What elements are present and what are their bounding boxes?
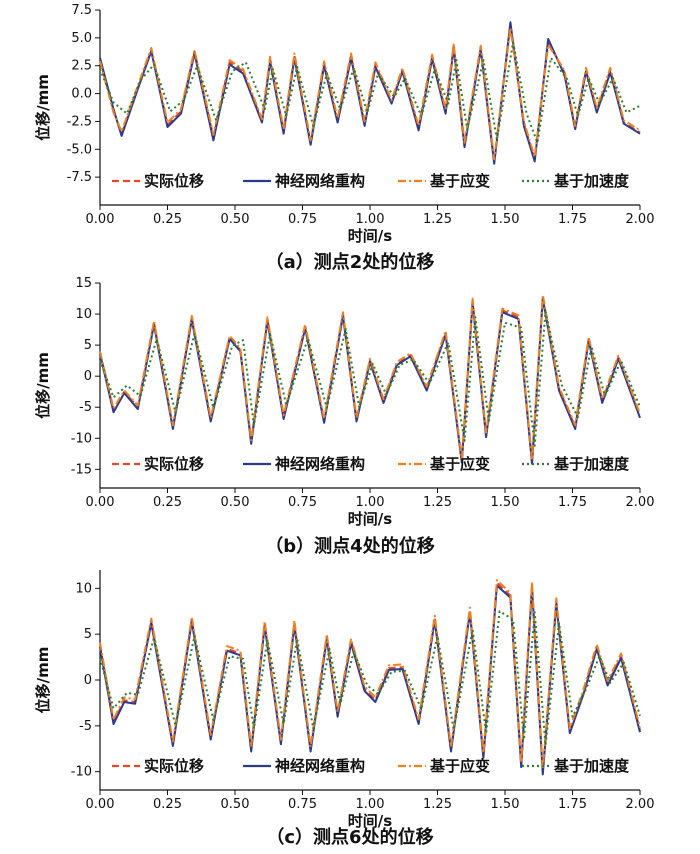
y-axis-label: 位移/mm [34,74,52,141]
x-tick-label: 0.00 [86,797,115,812]
legend-label-3: 基于应变 [429,172,490,190]
y-tick-label: 2.5 [71,59,92,74]
x-tick-label: 1.25 [423,212,452,227]
legend-label-4: 基于加速度 [553,172,630,190]
y-tick-label: 10 [75,307,92,322]
y-tick-label: 5 [84,338,92,353]
series-line-3 [99,579,641,770]
chart-panel-3: 0.00 0.25 0.50 0.75 1.00 1.25 1.50 1.75 2.00 10 5 0… [34,570,654,848]
x-tick-label: 1.75 [558,212,587,227]
panel-caption: （b）测点4处的位移 [265,535,434,557]
series-line-3 [99,26,641,161]
legend-label-4: 基于加速度 [553,455,630,473]
chart-panel-1: 0.00 0.25 0.50 0.75 1.00 1.25 1.50 1.75 2.00 7.5 5… [34,3,654,273]
y-tick-label: -10 [71,431,92,446]
x-tick-label: 0.25 [153,797,182,812]
y-tick-label: 0 [84,673,92,688]
y-tick-label: 15 [75,276,92,291]
chart-panel-2: 0.00 0.25 0.50 0.75 1.00 1.25 1.50 1.75 2.00 15 10… [34,276,654,557]
series-line-1 [99,581,641,773]
x-tick-label: 0.50 [221,495,250,510]
legend-label-2: 神经网络重构 [275,455,365,473]
legend-label-1: 实际位移 [144,757,204,775]
x-tick-label: 0.00 [86,212,115,227]
x-tick-label: 0.25 [153,212,182,227]
x-tick-label: 1.25 [423,797,452,812]
x-tick-label: 1.75 [558,797,587,812]
legend-label-2: 神经网络重构 [275,172,365,190]
legend-label-2: 神经网络重构 [275,757,365,775]
x-tick-label: 2.00 [626,212,655,227]
series-line-4 [99,41,641,144]
y-tick-label: 10 [75,581,92,596]
legend-label-3: 基于应变 [429,757,490,775]
y-tick-label: -10 [71,765,92,780]
x-tick-label: 2.00 [626,495,655,510]
legend-label-1: 实际位移 [144,172,204,190]
legend-label-4: 基于加速度 [553,757,630,775]
x-axis-label: 时间/s [348,510,392,528]
x-tick-label: 0.75 [288,212,317,227]
y-tick-label: -7.5 [67,170,92,185]
legend-label-1: 实际位移 [144,455,204,473]
y-tick-label: -15 [71,462,92,477]
x-tick-label: 0.50 [221,212,250,227]
x-tick-label: 1.50 [491,212,520,227]
y-tick-label: 0.0 [71,87,92,102]
x-tick-label: 0.00 [86,495,115,510]
panel-caption: （c）测点6处的位移 [266,826,433,848]
y-axis-label: 位移/mm [34,352,52,419]
panel-caption: （a）测点2处的位移 [266,251,435,273]
x-tick-label: 0.25 [153,495,182,510]
x-tick-label: 1.75 [558,495,587,510]
x-tick-label: 1.00 [356,212,385,227]
y-tick-label: -5 [79,719,92,734]
y-tick-label: 7.5 [71,3,92,18]
legend-label-3: 基于应变 [429,455,490,473]
x-axis-label: 时间/s [348,227,392,245]
x-tick-label: 0.50 [221,797,250,812]
y-tick-label: -5.0 [67,142,92,157]
series-line-4 [99,610,641,747]
x-tick-label: 1.50 [491,495,520,510]
y-axis-label: 位移/mm [34,647,52,714]
x-tick-label: 2.00 [626,797,655,812]
x-tick-label: 1.25 [423,495,452,510]
y-tick-label: 5.0 [71,31,92,46]
y-tick-label: -2.5 [67,114,92,129]
x-tick-label: 0.75 [288,797,317,812]
x-tick-label: 1.00 [356,797,385,812]
x-tick-label: 0.75 [288,495,317,510]
series-line-2 [99,584,641,776]
series-line-3 [99,293,641,461]
x-tick-label: 1.00 [356,495,385,510]
y-tick-label: 0 [84,369,92,384]
y-tick-label: 5 [84,627,92,642]
y-tick-label: -5 [79,400,92,415]
x-axis-label: 时间/s [348,812,392,830]
x-tick-label: 1.50 [491,797,520,812]
